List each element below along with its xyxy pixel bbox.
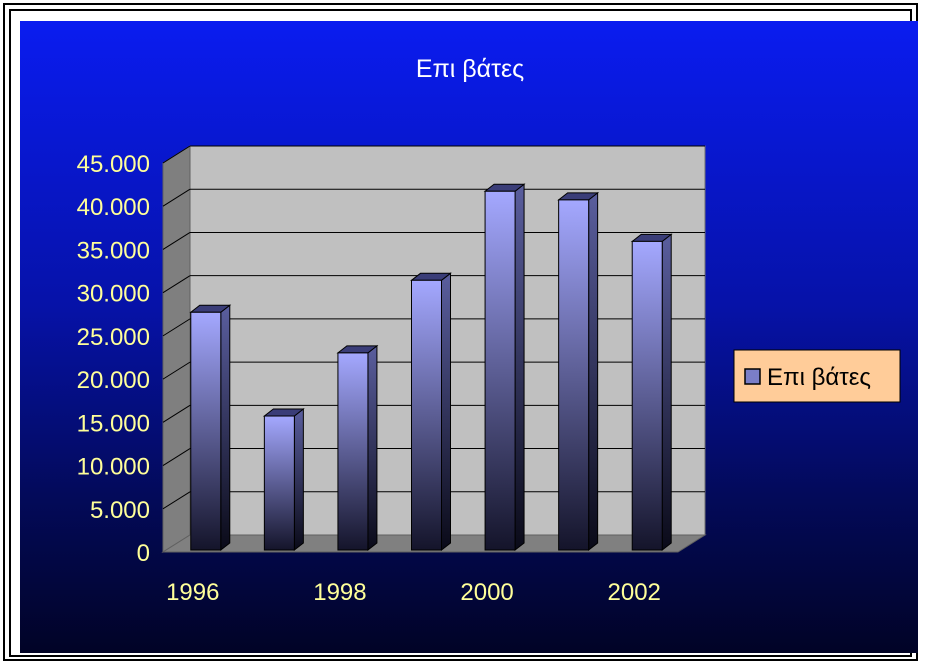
bar-side [367,344,378,552]
legend-swatch [744,368,761,385]
legend-label: Επι βάτες [767,364,871,391]
legend: Επι βάτες [733,349,901,403]
y-tick-label: 40.000 [77,194,150,221]
bar-1997 [262,407,305,552]
bar-front [190,311,222,551]
x-tick-label: 2000 [460,579,513,606]
chart-title: Επι βάτες [416,55,524,83]
bar-1996 [189,304,232,552]
bar-side [588,191,599,552]
bar-front [558,199,590,551]
y-tick-label: 45.000 [77,151,150,178]
bar-side [220,304,231,552]
bar-1999 [410,272,452,552]
bar-side [293,407,304,552]
y-tick-label: 35.000 [77,237,150,264]
side-wall [162,145,191,553]
gridline-side [162,232,191,250]
y-tick-label: 0 [137,540,150,567]
gridline-side [162,448,191,466]
gridline-side [162,188,191,207]
gridline-side [162,491,191,510]
bar-front [263,415,295,551]
bar-front [631,240,663,551]
bar-2000 [483,183,526,552]
bar-front [337,352,369,551]
y-tick-label: 30.000 [77,281,150,308]
y-tick-label: 25.000 [77,324,150,351]
y-tick-label: 15.000 [77,410,150,437]
bar-side [514,183,525,552]
gridline-side [162,275,191,294]
y-tick-label: 10.000 [77,454,150,481]
x-tick-label: 1996 [166,579,219,606]
bar-front [484,190,516,551]
x-tick-label: 2002 [608,579,661,606]
bar-2001 [557,191,600,552]
y-axis-ticks: 0 5.000 10.000 15.000 20.000 25.000 30.000 35.0… [77,151,150,567]
x-tick-label: 1998 [313,579,366,606]
gridline-side [162,361,191,380]
bar-1998 [336,344,379,552]
gridline-side [162,404,191,423]
y-tick-label: 5.000 [90,497,150,524]
x-axis-ticks: 1996 1998 2000 2002 [166,579,661,606]
bar-side [661,233,672,552]
gridline-side [162,145,191,164]
legend-box [733,349,901,403]
bar-front [411,279,442,551]
bars [189,183,673,552]
bar-2002 [630,233,673,552]
gridline-side [162,318,191,337]
bar-side [441,272,451,552]
y-tick-label: 20.000 [77,367,150,394]
